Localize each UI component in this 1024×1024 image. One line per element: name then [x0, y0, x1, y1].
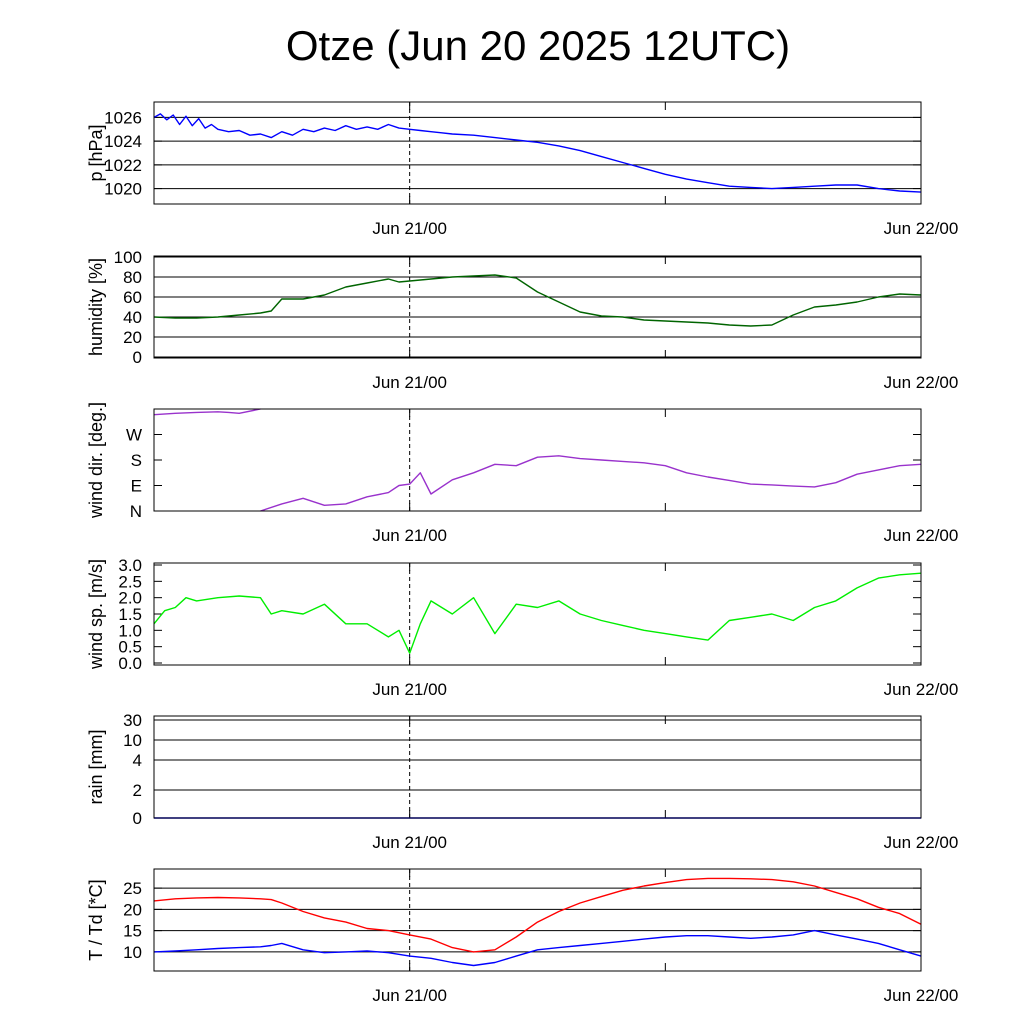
x-tick-label: Jun 21/00 — [372, 680, 447, 699]
y-tick-label: 20 — [123, 900, 142, 919]
y-tick-label: 10 — [123, 943, 142, 962]
x-tick-label: Jun 22/00 — [884, 526, 959, 545]
y-axis-label: rain [mm] — [86, 729, 106, 804]
y-tick-label: 3.0 — [118, 556, 142, 575]
plot-frame — [153, 868, 922, 972]
y-tick-label: 10 — [123, 731, 142, 750]
y-tick-label: 60 — [123, 288, 142, 307]
series-line — [153, 274, 922, 327]
y-tick-label: 15 — [123, 922, 142, 941]
y-tick-label: 2.0 — [118, 589, 142, 608]
x-tick-label: Jun 22/00 — [884, 833, 959, 852]
y-tick-label: 1026 — [104, 108, 142, 127]
y-axis-label: wind sp. [m/s] — [86, 559, 106, 670]
y-tick-label: 1022 — [104, 156, 142, 175]
y-tick-label: 1020 — [104, 180, 142, 199]
y-axis-label: p [hPa] — [86, 124, 106, 181]
y-tick-label: 80 — [123, 268, 142, 287]
series-line — [260, 455, 922, 512]
panel-temperature: 10 15 20 25 T / Td [*C] Jun 21/00 Jun 22/00 — [86, 868, 959, 1005]
y-tick-label: 20 — [123, 328, 142, 347]
y-tick-label: 0 — [133, 809, 142, 828]
y-tick-label: 2 — [133, 781, 142, 800]
x-tick-label: Jun 22/00 — [884, 986, 959, 1005]
x-tick-label: Jun 21/00 — [372, 219, 447, 238]
series-line — [153, 929, 922, 967]
chart-title: Otze (Jun 20 2025 12UTC) — [285, 22, 791, 69]
y-axis-label: humidity [%] — [86, 258, 106, 356]
x-tick-label: Jun 22/00 — [884, 680, 959, 699]
x-tick-label: Jun 22/00 — [884, 219, 959, 238]
y-tick-label: 100 — [114, 248, 142, 267]
y-axis-label: T / Td [*C] — [86, 879, 106, 960]
x-tick-label: Jun 21/00 — [372, 833, 447, 852]
plot-frame — [153, 408, 922, 512]
y-tick-label: 2.5 — [118, 572, 142, 591]
plot-frame — [153, 715, 922, 819]
series-line — [153, 877, 922, 953]
y-tick-label: 40 — [123, 308, 142, 327]
y-tick-label: N — [130, 502, 142, 521]
y-tick-label: 0.5 — [118, 638, 142, 657]
y-tick-label: 1.0 — [118, 621, 142, 640]
y-tick-label: 4 — [133, 751, 142, 770]
plot-frame — [153, 101, 922, 205]
x-tick-label: Jun 22/00 — [884, 373, 959, 392]
x-tick-label: Jun 21/00 — [372, 373, 447, 392]
y-tick-label: 25 — [123, 879, 142, 898]
y-tick-label: 1.5 — [118, 605, 142, 624]
plot-frame — [153, 255, 922, 359]
series-line — [153, 408, 261, 416]
plot-frame — [153, 562, 922, 666]
y-tick-label: 0.0 — [118, 654, 142, 673]
y-tick-label: E — [131, 477, 142, 496]
panel-wind_speed: 0.00.51.01.52.02.53.0 wind sp. [m/s] Jun 2… — [86, 556, 958, 699]
y-axis-label: wind dir. [deg.] — [86, 402, 106, 519]
y-tick-label: 30 — [123, 711, 142, 730]
series-line — [153, 572, 922, 654]
x-tick-label: Jun 21/00 — [372, 526, 447, 545]
x-tick-label: Jun 21/00 — [372, 986, 447, 1005]
y-tick-label: S — [131, 451, 142, 470]
y-tick-label: 1024 — [104, 132, 142, 151]
y-tick-label: 0 — [133, 348, 142, 367]
series-line — [153, 113, 922, 193]
y-tick-label: W — [126, 426, 142, 445]
